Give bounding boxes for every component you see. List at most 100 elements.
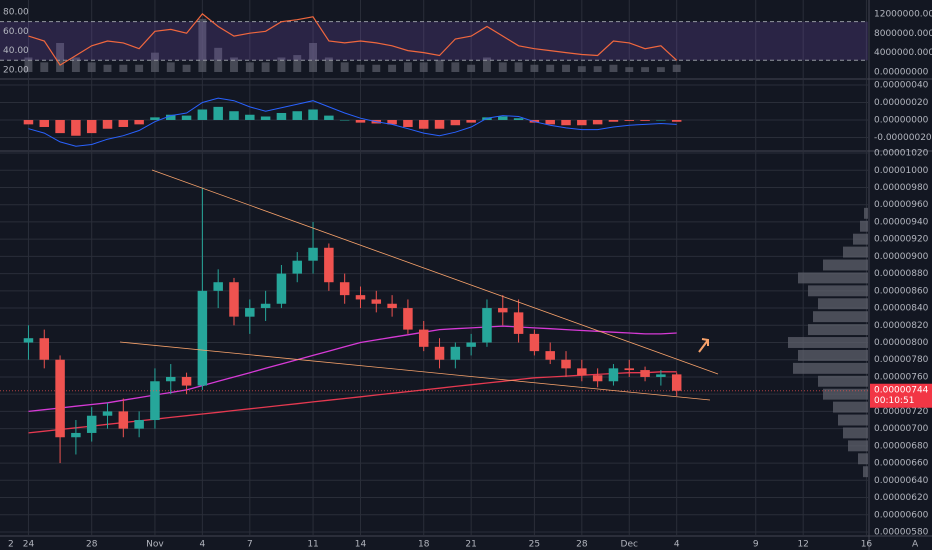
x-tick-label: 4 [674, 540, 680, 550]
candle-body [418, 329, 429, 347]
candle-body [166, 376, 176, 382]
candle-body [450, 346, 461, 360]
volume-profile-bar [843, 427, 868, 439]
candle-body [39, 338, 50, 360]
x-tick-label: 4 [200, 540, 206, 550]
y-tick-label: 0.00000980 [874, 183, 929, 193]
candle-body [339, 282, 350, 296]
volume-bar [577, 66, 586, 73]
histogram-bar [55, 119, 65, 134]
volume-bar [340, 62, 349, 72]
candle-body [292, 260, 302, 274]
y-tick-label: -0.00000020 [874, 133, 932, 143]
volume-bar [324, 57, 333, 72]
candle-body [245, 308, 255, 317]
candle-body [260, 303, 271, 309]
volume-profile-bar [798, 349, 868, 361]
histogram-bar [403, 119, 413, 127]
histogram-bar [513, 118, 524, 120]
volume-bar [166, 62, 175, 72]
volume-bar [403, 62, 412, 72]
candle-body [640, 370, 650, 377]
volume-bar [672, 64, 681, 72]
rsi-band [0, 21, 868, 61]
volume-bar [656, 67, 665, 73]
volume-bar [245, 62, 254, 72]
volume-bar [641, 67, 650, 73]
x-tick-label: 28 [86, 540, 98, 550]
candle-body [213, 282, 223, 291]
volume-bar [498, 62, 507, 72]
y-tick-label: 0.00000680 [874, 441, 929, 451]
histogram-bar [245, 114, 255, 120]
volume-bar [451, 62, 460, 72]
volume-bar [119, 64, 128, 72]
histogram-bar [561, 119, 571, 126]
y-tick-label: 0.00000780 [874, 355, 929, 365]
y-tick-label: 0.00000000 [874, 115, 929, 125]
x-tick-label: 21 [465, 540, 476, 550]
candle-body [229, 282, 239, 317]
histogram-bar [23, 119, 34, 125]
histogram-bar [39, 119, 50, 127]
volume-bar [609, 64, 618, 72]
y-tick-label: 0.00000640 [874, 476, 929, 486]
candle-body [118, 411, 129, 429]
auto-scale[interactable]: A [912, 540, 919, 550]
y-tick-label: 0.00000800 [874, 338, 929, 348]
volume-bar [40, 62, 49, 72]
histogram-bar [118, 119, 129, 127]
candle-body [671, 374, 682, 391]
moving-average [28, 325, 677, 413]
volume-bar [103, 64, 112, 72]
volume-bar [135, 64, 144, 72]
histogram-bar [86, 119, 97, 134]
y2-tick-label: 0.00000000 [874, 68, 929, 78]
last-price-box [870, 383, 932, 408]
histogram-bar [213, 106, 223, 120]
volume-bar [293, 55, 302, 72]
histogram-bar [671, 119, 682, 122]
volume-bar [625, 67, 634, 73]
volume-bar [277, 57, 286, 72]
volume-bar [87, 62, 96, 72]
volume-profile-bar [808, 285, 868, 297]
countdown: 00:10:51 [874, 396, 914, 406]
histogram-bar [608, 119, 619, 122]
candle-body [529, 333, 540, 352]
candle-body [276, 273, 287, 304]
candle-body [466, 342, 476, 347]
y2-tick-label: 8000000.00000000 [874, 29, 932, 39]
y-tick-label: 0.00001000 [874, 166, 929, 176]
volume-profile-bar [853, 233, 868, 245]
x-tick-label: 7 [247, 540, 253, 550]
candle-body [23, 338, 34, 343]
x-tick-label: 24 [23, 540, 35, 550]
y-tick-label: 80.00 [3, 7, 29, 17]
histogram-bar [181, 115, 192, 120]
volume-bar [562, 64, 570, 72]
volume-bar [198, 18, 207, 72]
volume-bar [230, 57, 238, 72]
x-tick-label: 9 [753, 540, 759, 550]
candle-body [181, 376, 192, 386]
histogram-bar [387, 119, 397, 125]
volume-profile-bar [823, 259, 868, 271]
left-badge: 2 [8, 540, 14, 550]
last-price-label: 0.00000744 [874, 386, 929, 396]
volume-bar [261, 62, 270, 72]
histogram-bar [545, 119, 555, 125]
y-tick-label: 0.00000960 [874, 200, 929, 210]
histogram-bar [229, 111, 239, 120]
volume-profile-bar [818, 298, 868, 310]
macd-line [28, 97, 677, 147]
x-tick-label: 12 [797, 540, 808, 550]
candle-body [102, 411, 113, 416]
histogram-bar [339, 119, 350, 121]
histogram-bar [276, 112, 287, 120]
volume-bar [182, 64, 191, 72]
y-tick-label: 60.00 [3, 27, 29, 37]
volume-profile-bar [863, 466, 868, 478]
volume-profile-bar [833, 401, 868, 413]
